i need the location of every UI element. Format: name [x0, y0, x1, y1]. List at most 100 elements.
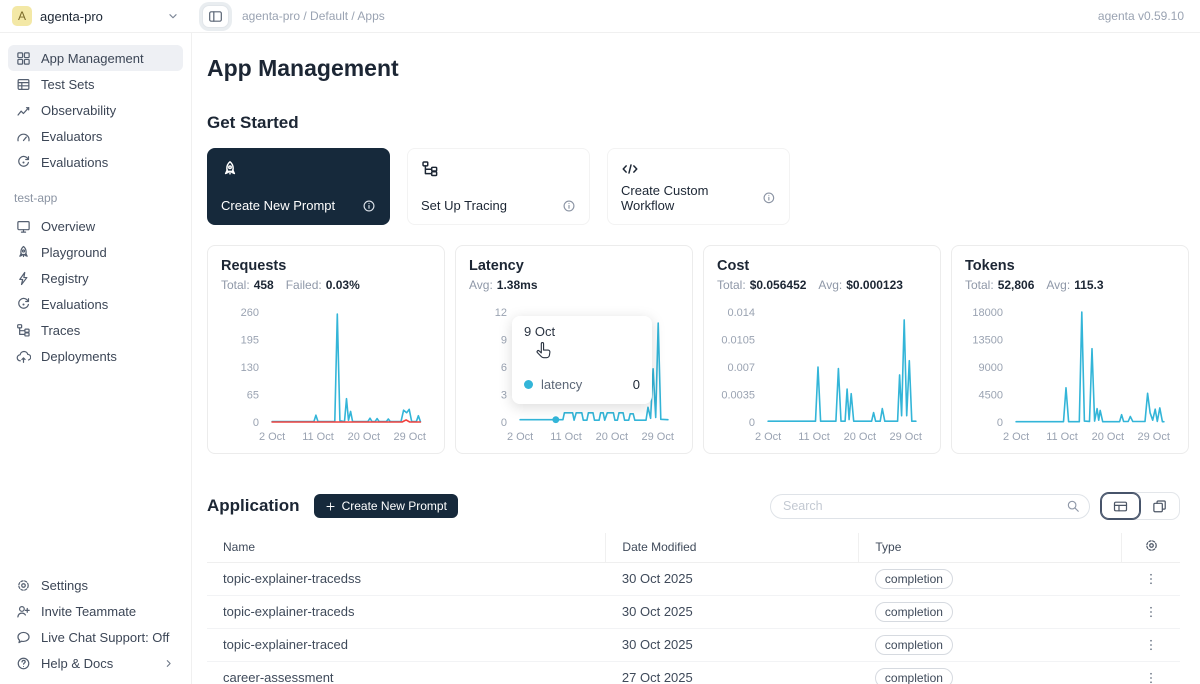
row-menu-button[interactable] [1122, 605, 1180, 619]
svg-text:0.014: 0.014 [727, 307, 755, 319]
svg-text:18000: 18000 [972, 307, 1003, 319]
svg-text:0: 0 [253, 417, 259, 429]
svg-text:6: 6 [501, 362, 507, 374]
stat-label: Avg: [818, 278, 843, 292]
sidebar-toggle-button[interactable] [202, 4, 229, 28]
stat-label: Avg: [469, 278, 493, 292]
svg-text:11 Oct: 11 Oct [550, 431, 582, 443]
sidebar-item-label: Overview [41, 218, 96, 234]
sidebar-item-label: Observability [41, 102, 117, 118]
sidebar-item-label: Invite Teammate [41, 603, 137, 619]
metric-card-latency: Latency Avg: 1.38ms 0 3 6 9 12 2 Oct 11 Oct 20 Oct… [455, 245, 693, 454]
table-view-button[interactable] [1101, 493, 1140, 519]
svg-text:3: 3 [501, 390, 507, 402]
card-create-custom-workflow[interactable]: Create Custom Workflow [607, 148, 790, 225]
user-add-icon [16, 604, 31, 619]
sidebar-item-observability[interactable]: Observability [8, 97, 183, 123]
chevron-down-icon [166, 9, 180, 23]
chart-tokens[interactable]: 0 4500 9000 13500 18000 2 Oct 11 Oct 20 Oct 29 O… [965, 300, 1175, 450]
row-menu-button[interactable] [1122, 671, 1180, 684]
stat-value: 1.38ms [496, 278, 538, 292]
svg-text:195: 195 [241, 335, 259, 347]
view-toggle [1100, 492, 1180, 520]
sidebar-app-nav: Overview Playground Registry Evaluations Tra… [8, 213, 183, 369]
create-new-prompt-label: Create New Prompt [341, 499, 447, 513]
stat-value: $0.056452 [749, 278, 807, 292]
card-label: Set Up Tracing [421, 198, 507, 213]
chart-latency[interactable]: 0 3 6 9 12 2 Oct 11 Oct 20 Oct 29 Oct [469, 300, 679, 450]
metric-cards-row: Requests Total: 458 Failed: 0.03% 0 65 130 195 26… [207, 245, 1189, 454]
page-title: App Management [207, 55, 399, 81]
svg-text:29 Oct: 29 Oct [889, 431, 921, 443]
stat-value: 458 [253, 278, 274, 292]
sidebar-item-overview[interactable]: Overview [8, 213, 183, 239]
card-create-new-prompt[interactable]: Create New Prompt [207, 148, 390, 225]
svg-text:0.0035: 0.0035 [721, 390, 755, 402]
sidebar-item-label: Settings [41, 577, 88, 593]
sidebar-item-evaluations-app[interactable]: Evaluations [8, 291, 183, 317]
column-header-settings[interactable] [1121, 533, 1180, 563]
cell-name: topic-explainer-traced [207, 628, 606, 662]
table-icon [16, 77, 31, 92]
chart-tooltip: 9 Oct latency 0 [512, 316, 652, 404]
create-new-prompt-button[interactable]: Create New Prompt [313, 494, 458, 518]
chart-cost[interactable]: 0 0.0035 0.007 0.0105 0.014 2 Oct 11 Oct 20 Oct… [717, 300, 927, 450]
plus-icon [325, 501, 336, 512]
row-menu-button[interactable] [1122, 572, 1180, 586]
sidebar-item-registry[interactable]: Registry [8, 265, 183, 291]
cloud-icon [16, 349, 31, 364]
sidebar-item-invite-teammate[interactable]: Invite Teammate [8, 598, 183, 624]
stat-value: $0.000123 [846, 278, 903, 292]
info-icon[interactable] [362, 199, 376, 213]
svg-text:9000: 9000 [979, 362, 1003, 374]
search-input[interactable] [770, 493, 1090, 519]
sidebar: App Management Test Sets Observability Eval… [0, 33, 192, 684]
sidebar-item-label: Evaluations [41, 296, 109, 312]
stat-value: 0.03% [325, 278, 360, 292]
info-icon[interactable] [762, 191, 776, 205]
svg-text:0: 0 [749, 417, 755, 429]
table-row[interactable]: topic-explainer-traceds 30 Oct 2025 comple… [207, 595, 1180, 629]
tooltip-value: 0 [632, 377, 640, 392]
card-view-button[interactable] [1140, 493, 1179, 519]
dots-vertical-icon [1144, 638, 1158, 652]
sidebar-item-test-sets[interactable]: Test Sets [8, 71, 183, 97]
breadcrumb[interactable]: agenta-pro / Default / Apps [242, 9, 385, 23]
sidebar-item-traces[interactable]: Traces [8, 317, 183, 343]
table-view-icon [1113, 499, 1128, 514]
svg-text:29 Oct: 29 Oct [393, 431, 425, 443]
sidebar-item-deployments[interactable]: Deployments [8, 343, 183, 369]
sidebar-item-label: Help & Docs [41, 655, 114, 671]
applications-table: Name Date Modified Type topic-explainer-tr… [207, 533, 1180, 684]
info-icon[interactable] [562, 199, 576, 213]
stat-value: 115.3 [1074, 278, 1104, 292]
sidebar-item-playground[interactable]: Playground [8, 239, 183, 265]
svg-text:260: 260 [241, 307, 259, 319]
grid-icon [16, 51, 31, 66]
sidebar-item-evaluations[interactable]: Evaluations [8, 149, 183, 175]
sidebar-item-live-chat[interactable]: Live Chat Support: Off [8, 624, 183, 650]
cell-date-modified: 30 Oct 2025 [605, 562, 859, 596]
svg-text:0.0105: 0.0105 [721, 335, 755, 347]
table-row[interactable]: topic-explainer-traced 30 Oct 2025 complet… [207, 628, 1180, 662]
gear-icon [1144, 538, 1159, 553]
sidebar-item-help-docs[interactable]: Help & Docs [8, 650, 183, 676]
gauge-icon [16, 129, 31, 144]
table-row[interactable]: career-assessment 27 Oct 2025 completion [207, 661, 1180, 684]
sidebar-item-app-management[interactable]: App Management [8, 45, 183, 71]
row-menu-button[interactable] [1122, 638, 1180, 652]
column-header-name: Name [207, 533, 606, 563]
sidebar-item-settings[interactable]: Settings [8, 572, 183, 598]
table-row[interactable]: topic-explainer-tracedss 30 Oct 2025 compl… [207, 562, 1180, 596]
sidebar-main-nav: App Management Test Sets Observability Eval… [8, 45, 183, 175]
card-label: Create Custom Workflow [621, 183, 709, 213]
chart-requests[interactable]: 0 65 130 195 260 2 Oct 11 Oct 20 Oct 29 Oct [221, 300, 431, 450]
rocket-icon [16, 245, 31, 260]
sidebar-item-label: Live Chat Support: Off [41, 629, 170, 645]
workspace-selector[interactable]: A agenta-pro [0, 0, 192, 32]
sidebar-item-evaluators[interactable]: Evaluators [8, 123, 183, 149]
top-bar: A agenta-pro agenta-pro / Default / Apps… [0, 0, 1200, 33]
refresh-icon [16, 297, 31, 312]
card-set-up-tracing[interactable]: Set Up Tracing [407, 148, 590, 225]
svg-text:11 Oct: 11 Oct [1046, 431, 1078, 443]
